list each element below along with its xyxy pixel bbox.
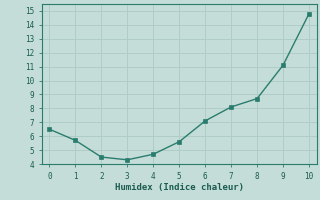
- X-axis label: Humidex (Indice chaleur): Humidex (Indice chaleur): [115, 183, 244, 192]
